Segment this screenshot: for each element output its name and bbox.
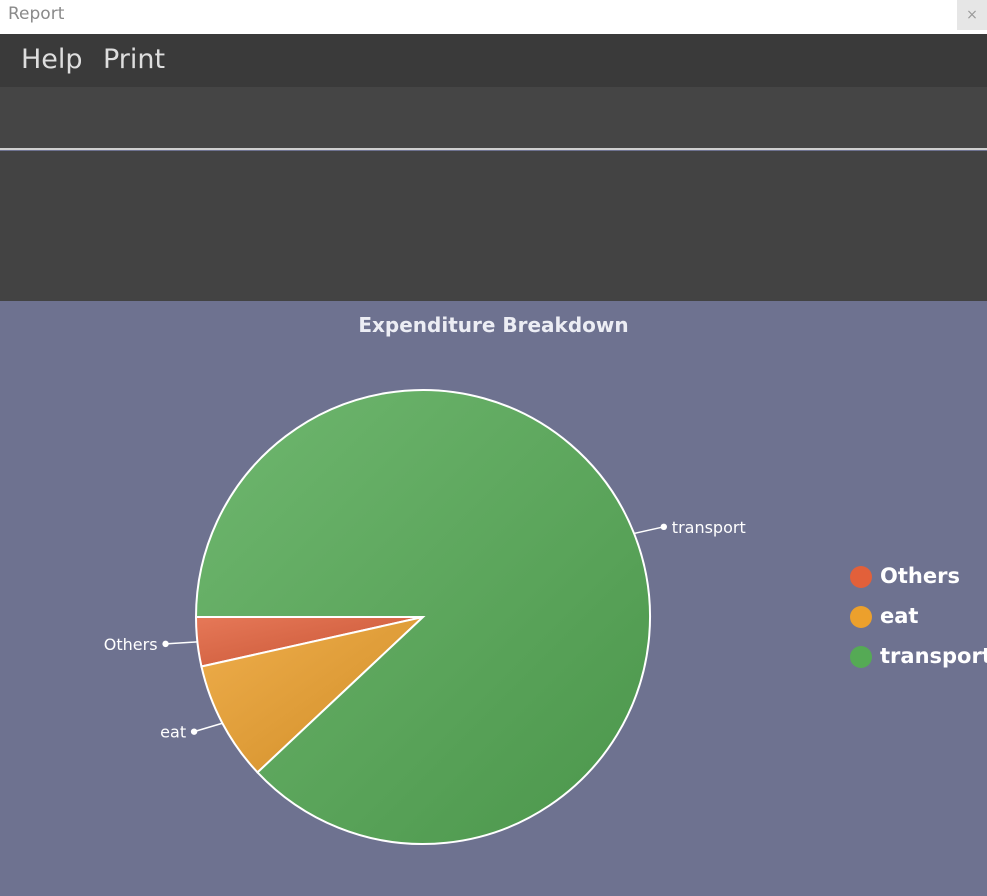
leader-dot-transport: [660, 523, 668, 531]
leader-line-others: [165, 641, 198, 645]
legend-swatch-transport: [850, 646, 872, 668]
menu-help[interactable]: Help: [21, 44, 83, 75]
legend-swatch-others: [850, 566, 872, 588]
leader-line-transport: [633, 526, 664, 535]
leader-dot-others: [162, 640, 169, 648]
toolbar: [0, 87, 987, 150]
slice-label-others: Others: [104, 635, 158, 654]
pie-slice-eat[interactable]: [200, 615, 427, 774]
legend-label-others: Others: [880, 564, 960, 588]
legend-label-eat: eat: [880, 604, 919, 628]
content-panel: [0, 151, 987, 301]
leader-line-eat: [193, 722, 223, 733]
window-title: Report: [8, 4, 65, 24]
leader-dot-eat: [190, 728, 198, 735]
menu-print[interactable]: Print: [103, 44, 166, 75]
title-bar: Report ×: [0, 0, 987, 34]
pie-chart: Others eat transport: [104, 389, 746, 845]
legend-swatch-eat: [850, 606, 872, 628]
slice-label-transport: transport: [672, 518, 746, 537]
slice-label-eat: eat: [160, 723, 186, 742]
chart-area: Expenditure Breakdown Others eat transport…: [0, 301, 987, 896]
menu-bar: Help Print: [0, 34, 987, 87]
pie-slice-transport[interactable]: [194, 389, 651, 845]
chart-title: Expenditure Breakdown: [358, 313, 629, 337]
close-button[interactable]: ×: [957, 0, 987, 30]
legend-label-transport: transport: [880, 644, 987, 668]
